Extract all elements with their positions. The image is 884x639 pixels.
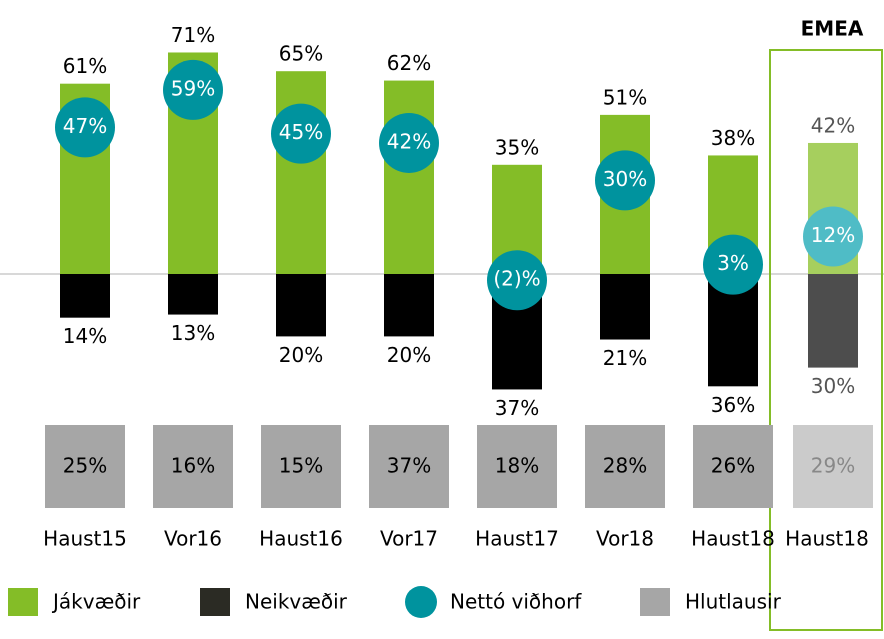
neutral-box bbox=[693, 425, 773, 508]
negative-label: 30% bbox=[811, 374, 855, 398]
net-dot bbox=[595, 150, 655, 211]
x-tick-label: Vor16 bbox=[164, 527, 222, 551]
neutral-label: 25% bbox=[63, 454, 107, 478]
net-dot bbox=[55, 97, 115, 158]
legend-swatch bbox=[640, 588, 670, 616]
neutral-label: 15% bbox=[279, 454, 323, 478]
neutral-box bbox=[153, 425, 233, 508]
net-dot bbox=[271, 103, 331, 164]
negative-label: 20% bbox=[279, 343, 323, 367]
positive-label: 38% bbox=[711, 126, 755, 150]
legend-swatch bbox=[8, 588, 38, 616]
positive-label: 51% bbox=[603, 85, 647, 109]
neutral-box bbox=[369, 425, 449, 508]
net-dot bbox=[379, 112, 439, 173]
neutral-label: 16% bbox=[171, 454, 215, 478]
x-tick-label: Haust17 bbox=[475, 527, 559, 551]
legend-label: Nettó viðhorf bbox=[450, 590, 582, 614]
negative-bar bbox=[276, 274, 326, 337]
neutral-box bbox=[585, 425, 665, 508]
legend-label: Hlutlausir bbox=[685, 590, 782, 614]
net-label: 30% bbox=[603, 167, 647, 191]
negative-label: 37% bbox=[495, 396, 539, 420]
highlight-frame bbox=[769, 49, 883, 631]
neutral-label: 37% bbox=[387, 454, 431, 478]
neutral-box bbox=[45, 425, 125, 508]
positive-bar bbox=[384, 80, 434, 274]
annotation: EMEA bbox=[801, 17, 864, 41]
neutral-label: 29% bbox=[811, 454, 855, 478]
neutral-label: 18% bbox=[495, 454, 539, 478]
neutral-label: 28% bbox=[603, 454, 647, 478]
positive-label: 65% bbox=[279, 42, 323, 66]
negative-bar bbox=[60, 274, 110, 318]
net-label: 59% bbox=[171, 76, 215, 100]
legend-swatch bbox=[200, 588, 230, 616]
net-label: (2)% bbox=[493, 267, 540, 291]
neutral-label: 26% bbox=[711, 454, 755, 478]
net-label: 42% bbox=[387, 129, 431, 153]
x-tick-label: Haust16 bbox=[259, 527, 343, 551]
legend-label: Jákvæðir bbox=[51, 590, 141, 614]
negative-bar bbox=[808, 274, 858, 368]
negative-bar bbox=[384, 274, 434, 337]
positive-label: 35% bbox=[495, 135, 539, 159]
x-tick-label: Vor17 bbox=[380, 527, 438, 551]
legend-swatch bbox=[405, 586, 437, 618]
x-tick-label: Vor18 bbox=[596, 527, 654, 551]
x-tick-label: Haust18 bbox=[691, 527, 775, 551]
positive-label: 71% bbox=[171, 23, 215, 47]
neutral-box bbox=[793, 425, 873, 508]
net-label: 45% bbox=[279, 120, 323, 144]
positive-bar bbox=[276, 71, 326, 274]
positive-label: 42% bbox=[811, 113, 855, 137]
net-label: 12% bbox=[811, 223, 855, 247]
negative-label: 14% bbox=[63, 324, 107, 348]
negative-bar bbox=[168, 274, 218, 315]
negative-label: 21% bbox=[603, 346, 647, 370]
negative-bar bbox=[600, 274, 650, 340]
x-tick-label: Haust15 bbox=[43, 527, 127, 551]
neutral-box bbox=[261, 425, 341, 508]
net-dot bbox=[703, 234, 763, 295]
net-dot bbox=[163, 59, 223, 120]
net-dot bbox=[487, 250, 547, 311]
net-dot bbox=[803, 206, 863, 267]
neutral-box bbox=[477, 425, 557, 508]
legend-label: Neikvæðir bbox=[245, 590, 348, 614]
x-tick-label: Haust18 bbox=[785, 527, 869, 551]
negative-label: 36% bbox=[711, 393, 755, 417]
positive-label: 61% bbox=[63, 54, 107, 78]
net-label: 3% bbox=[717, 251, 749, 275]
positive-label: 62% bbox=[387, 51, 431, 75]
net-label: 47% bbox=[63, 114, 107, 138]
negative-label: 20% bbox=[387, 343, 431, 367]
negative-label: 13% bbox=[171, 321, 215, 345]
